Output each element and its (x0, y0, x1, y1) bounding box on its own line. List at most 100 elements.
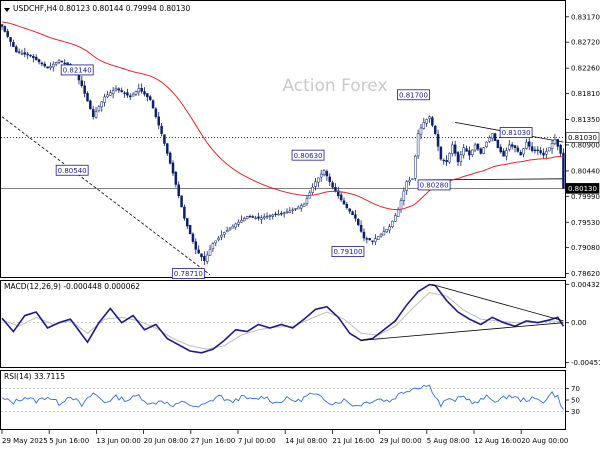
candle (508, 144, 511, 150)
candle (465, 148, 468, 152)
candle (396, 209, 400, 217)
candle (499, 146, 502, 153)
candle (453, 144, 457, 154)
candle (550, 143, 554, 150)
candle (496, 139, 500, 148)
moving-average-line (1, 21, 564, 211)
trend-line-1 (1, 116, 211, 276)
macd-tick-label: -0.004511 (571, 359, 600, 367)
candle (376, 236, 380, 240)
candle (29, 54, 32, 57)
time-tick-label: 13 Jun 00:00 (96, 437, 140, 445)
candle (49, 65, 52, 69)
candle (513, 145, 517, 148)
candle (459, 154, 463, 163)
candle (86, 93, 89, 102)
price-label-box (499, 127, 533, 138)
candle (277, 213, 280, 216)
candle (134, 91, 138, 95)
candle (248, 215, 252, 218)
candle (91, 109, 95, 117)
candle (205, 254, 209, 262)
candle (442, 159, 445, 162)
candle (553, 139, 557, 145)
macd-tick-label: 0.00 (571, 319, 587, 327)
candle (26, 53, 29, 56)
axes: 0.83170 0.82720 0.82260 0.81810 0.81350 0.809… (1, 13, 600, 445)
candle (6, 31, 9, 37)
candle (294, 208, 297, 210)
candle (354, 214, 357, 219)
candle (456, 152, 460, 163)
candle (348, 208, 351, 212)
price-label: 0.81030 (502, 129, 531, 137)
candle (545, 151, 548, 155)
candle (3, 26, 7, 32)
candle (300, 205, 303, 209)
candle (490, 133, 494, 139)
price-label: 0.81700 (399, 91, 428, 99)
candle (408, 179, 411, 183)
rsi-plot (1, 384, 565, 412)
collapse-arrow-icon[interactable] (4, 8, 10, 12)
rsi-tick-label: 70 (571, 385, 580, 393)
candle (191, 233, 195, 242)
candle (280, 213, 283, 215)
price-tick-label: 0.79990 (571, 193, 600, 201)
candle (151, 100, 155, 109)
macd-plot (1, 283, 565, 354)
candle (211, 243, 215, 249)
candle (362, 231, 366, 239)
price-tick-label: 0.79530 (571, 219, 600, 227)
candle (302, 203, 306, 207)
candle (471, 149, 474, 155)
candle (439, 146, 443, 160)
time-tick-label: 7 Jul 00:00 (238, 437, 276, 445)
candle (488, 137, 491, 142)
candle (163, 134, 166, 144)
candle (194, 241, 198, 250)
candle (419, 127, 423, 135)
candle (388, 226, 391, 231)
candle (262, 216, 266, 219)
price-panel (0, 0, 566, 278)
candle (32, 55, 35, 59)
current-price-label: 0.80130 (568, 185, 597, 193)
candle (186, 218, 189, 227)
candle (414, 155, 417, 179)
price-label: 0.80630 (294, 152, 323, 160)
candle (314, 181, 317, 187)
rsi-title: RSI(14) 33.7115 (4, 372, 65, 381)
candle (154, 108, 158, 117)
candle (331, 182, 334, 188)
candle (345, 203, 349, 208)
candle (436, 134, 440, 147)
candle (60, 60, 64, 63)
candle (288, 210, 292, 213)
time-tick-label: 20 Aug 00:00 (521, 437, 568, 445)
candle (43, 63, 46, 67)
current-price-box (565, 183, 600, 194)
candle (325, 171, 329, 177)
level-price-label: 0.81030 (568, 134, 597, 142)
macd-signal-line (1, 291, 564, 350)
candle (120, 90, 123, 93)
candle (131, 93, 135, 97)
candle (485, 141, 488, 147)
candle (339, 194, 343, 201)
candle (448, 153, 451, 163)
candle (547, 147, 551, 152)
candle (542, 152, 545, 156)
candle (208, 249, 212, 256)
time-tick-label: 5 Jun 16:00 (49, 437, 89, 445)
candle (97, 106, 101, 111)
candle (12, 41, 15, 47)
candle (322, 170, 326, 176)
candle (317, 177, 320, 183)
candle (365, 238, 369, 240)
time-tick-label: 29 Jul 00:00 (380, 437, 422, 445)
candle (57, 60, 61, 63)
candle (146, 93, 149, 98)
candle (46, 66, 49, 69)
